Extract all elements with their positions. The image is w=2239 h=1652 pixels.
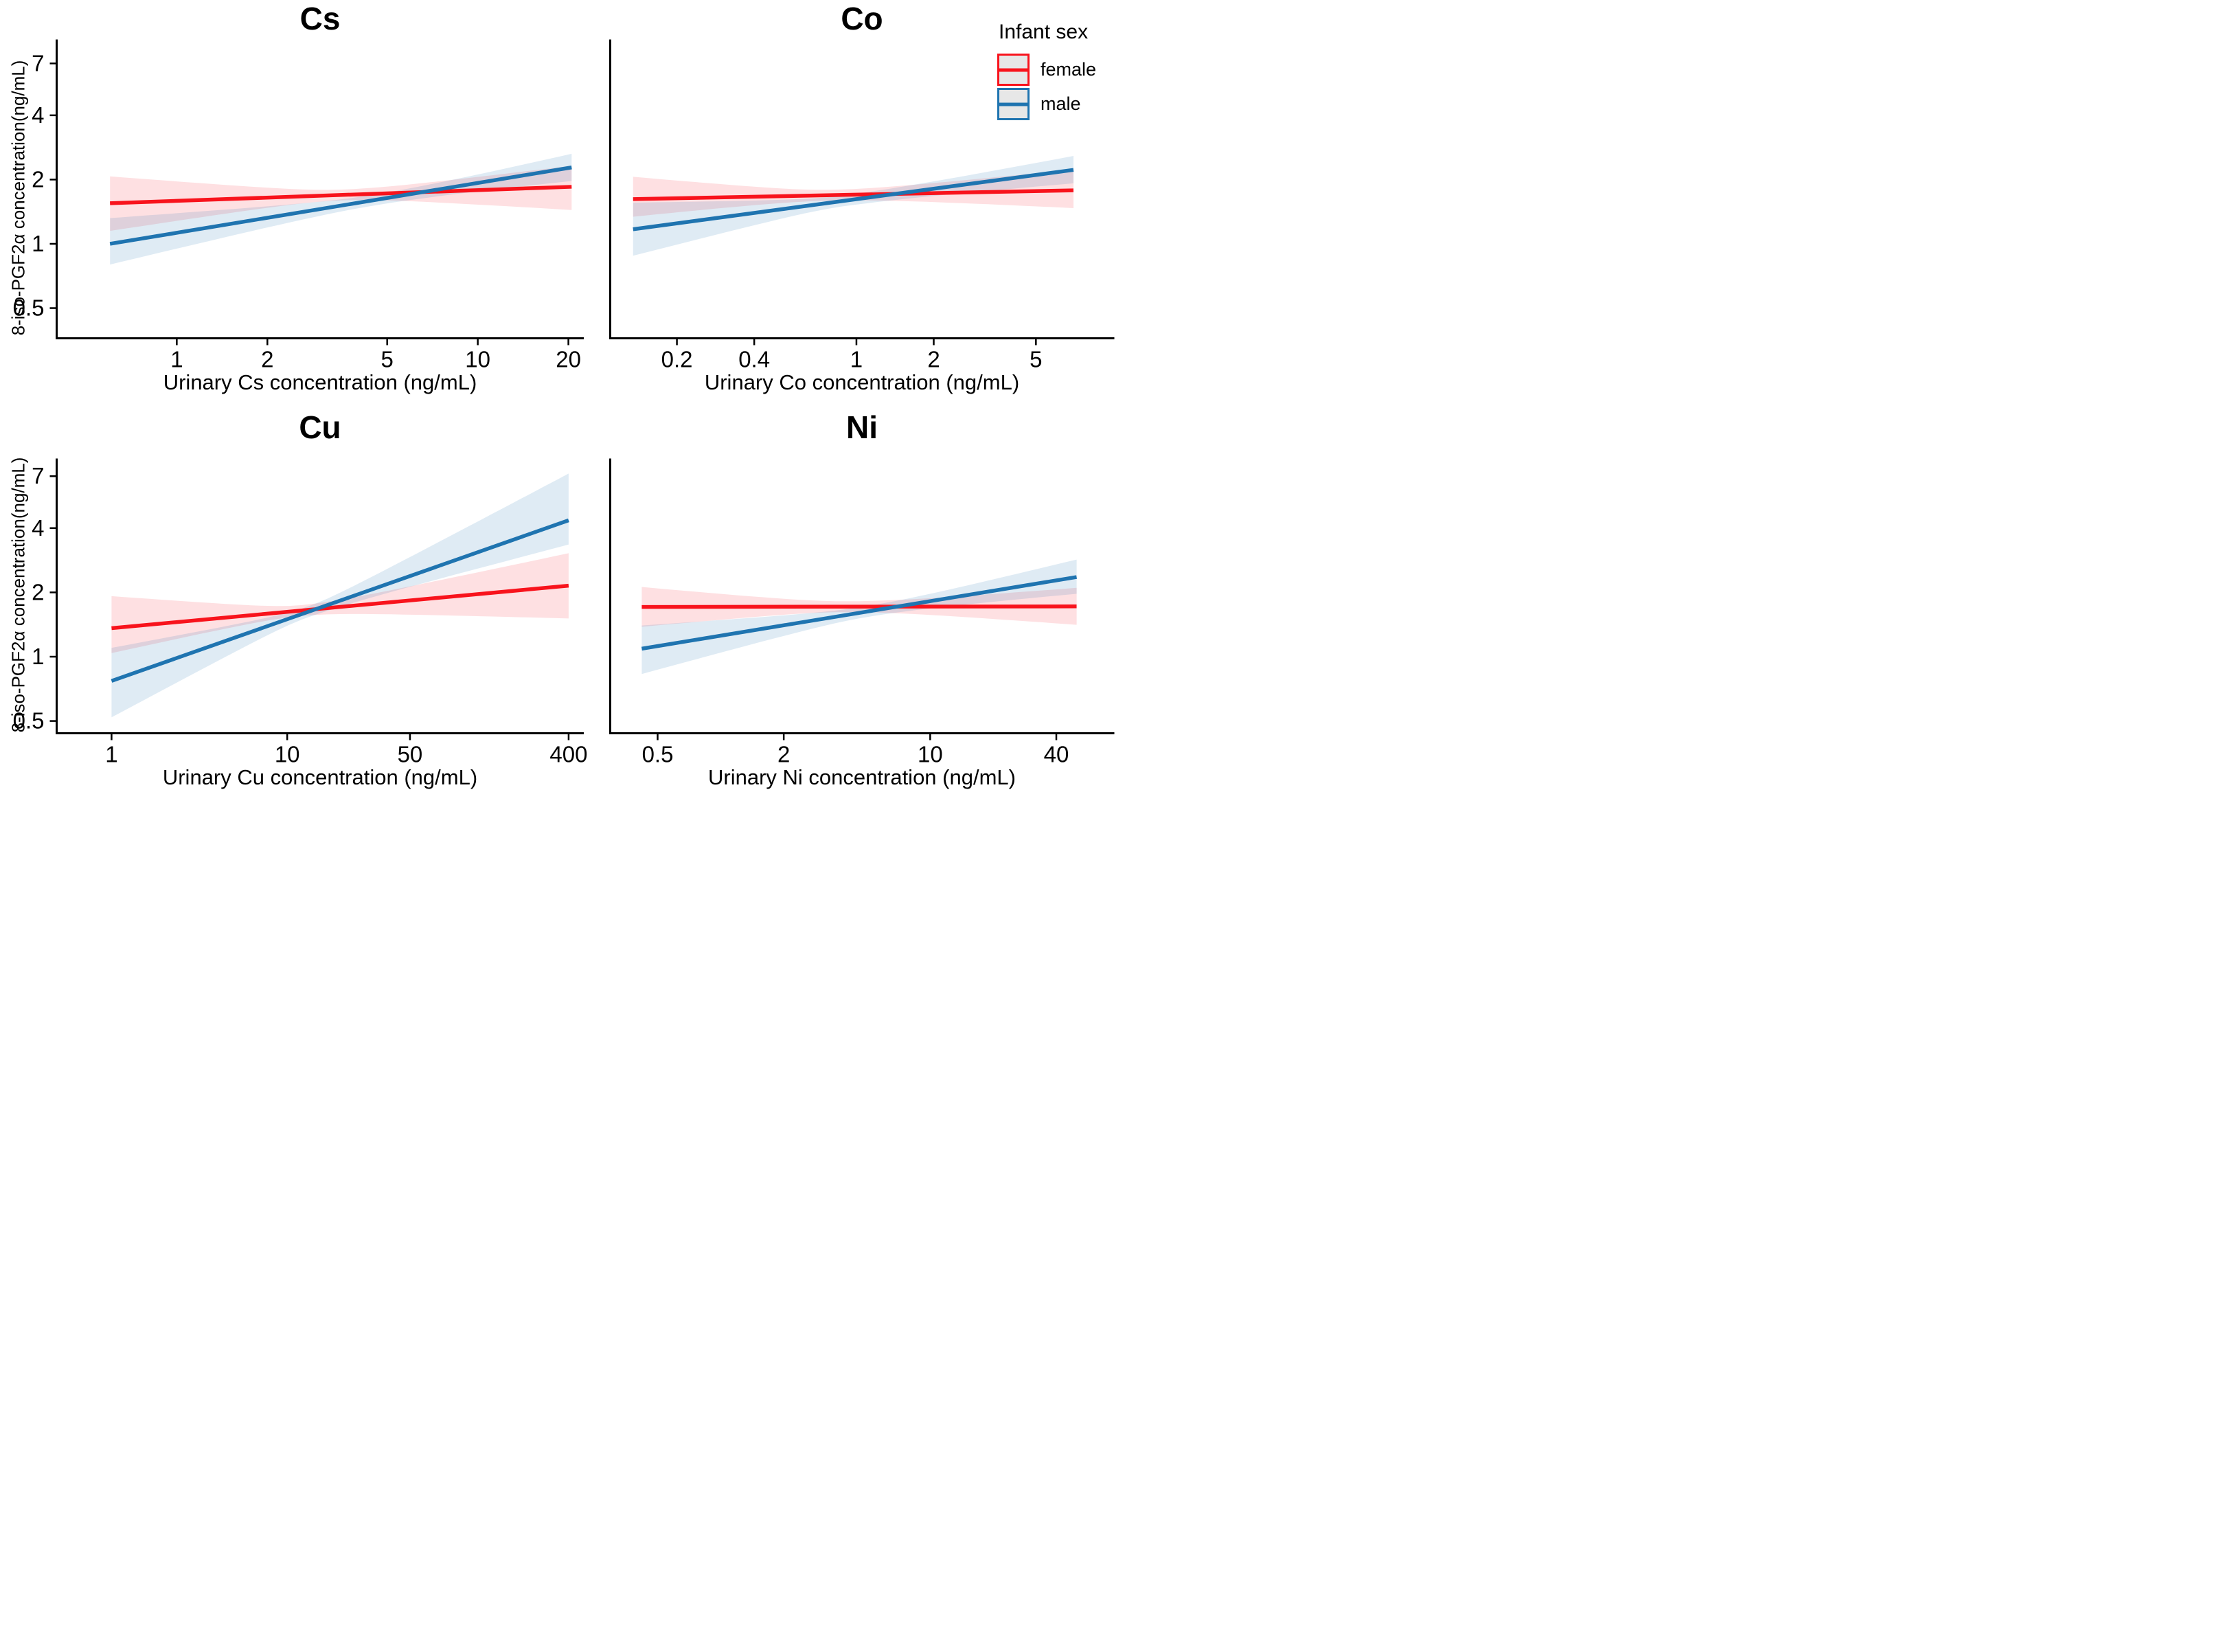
co-x-tick-label: 0.4 (738, 347, 770, 372)
female-key-swatch (997, 54, 1030, 86)
y-axis-title-top: 8-iso-PGF2α concentration(ng/mL) (8, 60, 29, 336)
cu-x-tick-label: 50 (398, 742, 423, 767)
cs-y-tick-label: 7 (32, 50, 44, 76)
x-axis-title-cs: Urinary Cs concentration (ng/mL) (163, 370, 477, 394)
cs-y-tick-label: 1 (32, 231, 44, 256)
legend-item-female: female (997, 54, 1120, 86)
cu-male-confidence-band (111, 473, 569, 718)
cu-x-tick-label: 400 (549, 742, 587, 767)
panel-title-ni: Ni (846, 409, 878, 445)
legend-item-male: male (997, 88, 1120, 120)
ni-male-confidence-band (641, 559, 1077, 675)
legend: Infant sex female male (997, 21, 1120, 122)
panel-title-cu: Cu (299, 409, 341, 445)
panel-title-cs: Cs (299, 1, 341, 36)
cs-x-tick-label: 1 (170, 347, 183, 372)
cu-male-fit-line (111, 518, 569, 683)
co-female-fit-line (633, 188, 1074, 201)
ni-x-tick-label: 40 (1044, 742, 1069, 767)
cu-y-tick-label: 4 (32, 515, 44, 541)
ni-x-tick-label: 10 (918, 742, 943, 767)
co-x-tick-label: 5 (1030, 347, 1042, 372)
y-axis-title-bottom: 8-iso-PGF2α concentration(ng/mL) (8, 457, 29, 733)
cu-y-tick-label: 2 (32, 579, 44, 604)
plot-canvas: 1 2 5 10 20 7 4 2 1 0.5 0.2 0.4 1 2 5 1 10 50 400 7 4 2 1 0.5 0.… (13, 39, 1115, 767)
cs-x-tick-label: 10 (465, 347, 490, 372)
ni-x-tick-label: 0.5 (642, 742, 674, 767)
legend-label-male: male (1041, 93, 1081, 114)
cu-x-tick-label: 10 (275, 742, 300, 767)
legend-label-female: female (1041, 59, 1097, 80)
cs-x-tick-label: 2 (261, 347, 273, 372)
cs-male-confidence-band (110, 153, 572, 265)
cu-female-confidence-band (111, 553, 569, 653)
female-key-line-icon (999, 68, 1027, 71)
cs-male-fit-line (109, 166, 572, 246)
cu-y-tick-label: 1 (32, 644, 44, 669)
cu-y-tick-label: 0.5 (13, 708, 45, 734)
panel-title-co: Co (841, 1, 883, 36)
legend-title: Infant sex (999, 21, 1089, 43)
co-x-tick-label: 0.2 (661, 347, 693, 372)
cs-x-tick-label: 20 (556, 347, 581, 372)
co-x-tick-label: 1 (850, 347, 863, 372)
cs-y-tick-label: 2 (32, 166, 44, 192)
ni-male-fit-line (641, 575, 1078, 651)
x-axis-title-cu: Urinary Cu concentration (ng/mL) (162, 765, 478, 789)
x-axis-title-ni: Urinary Ni concentration (ng/mL) (708, 765, 1016, 789)
co-male-confidence-band (633, 156, 1073, 256)
cu-x-tick-label: 1 (105, 742, 117, 767)
ni-x-tick-label: 2 (777, 742, 790, 767)
cs-y-tick-label: 4 (32, 102, 44, 128)
cs-y-tick-label: 0.5 (13, 295, 45, 321)
male-key-swatch (997, 88, 1030, 120)
co-x-tick-label: 2 (927, 347, 940, 372)
cs-female-fit-line (110, 185, 572, 205)
x-axis-title-co: Urinary Co concentration (ng/mL) (704, 370, 1020, 394)
cu-y-tick-label: 7 (32, 463, 44, 488)
cu-female-fit-line (111, 583, 569, 631)
cs-x-tick-label: 5 (381, 347, 394, 372)
cs-female-confidence-band (110, 166, 572, 231)
co-male-fit-line (633, 168, 1074, 231)
male-key-line-icon (999, 102, 1027, 106)
four-panel-regression-figure: 1 2 5 10 20 7 4 2 1 0.5 0.2 0.4 1 2 5 1 10 50 400 7 4 2 1 0.5 0.… (0, 0, 1120, 826)
